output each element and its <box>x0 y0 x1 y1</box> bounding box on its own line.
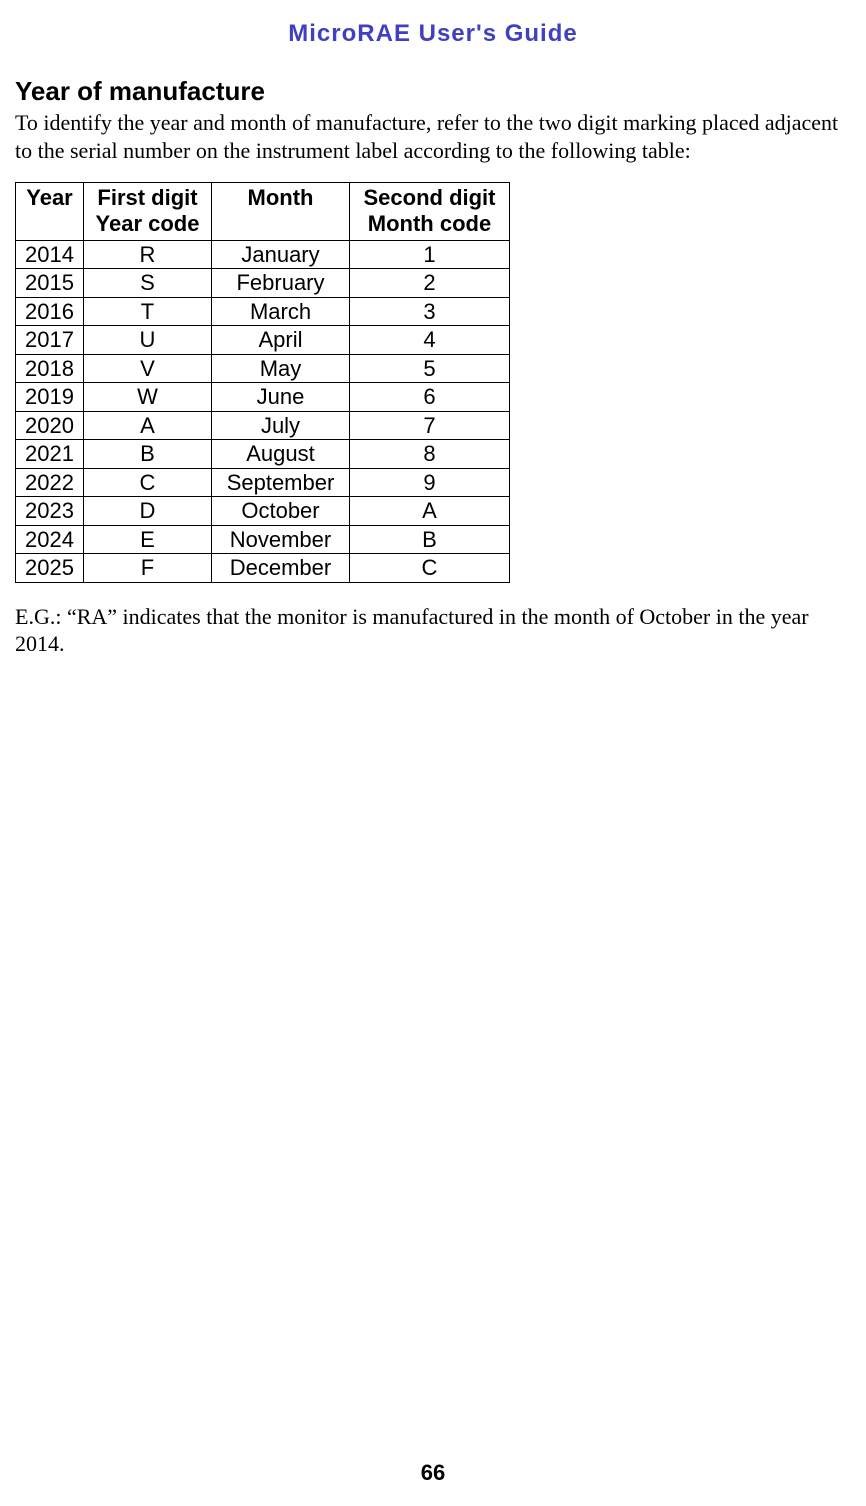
cell-month: April <box>212 326 350 355</box>
cell-month: February <box>212 269 350 298</box>
cell-mcode: 5 <box>350 354 510 383</box>
cell-mcode: C <box>350 554 510 583</box>
table-row: 2016TMarch3 <box>16 297 510 326</box>
cell-month: October <box>212 497 350 526</box>
cell-ycode: E <box>84 525 212 554</box>
cell-mcode: A <box>350 497 510 526</box>
cell-ycode: S <box>84 269 212 298</box>
cell-ycode: R <box>84 240 212 269</box>
cell-month: May <box>212 354 350 383</box>
header-month-code-l2: Month code <box>368 211 491 236</box>
cell-mcode: 4 <box>350 326 510 355</box>
section-heading: Year of manufacture <box>15 76 851 107</box>
table-row: 2018VMay5 <box>16 354 510 383</box>
intro-paragraph: To identify the year and month of manufa… <box>15 109 851 164</box>
cell-ycode: F <box>84 554 212 583</box>
document-title: MicroRAE User's Guide <box>15 20 851 48</box>
header-year-code-l2: Year code <box>96 211 200 236</box>
table-row: 2024ENovemberB <box>16 525 510 554</box>
cell-year: 2025 <box>16 554 84 583</box>
cell-month: November <box>212 525 350 554</box>
cell-month: December <box>212 554 350 583</box>
cell-mcode: 9 <box>350 468 510 497</box>
cell-ycode: A <box>84 411 212 440</box>
cell-year: 2024 <box>16 525 84 554</box>
cell-ycode: U <box>84 326 212 355</box>
cell-mcode: 2 <box>350 269 510 298</box>
cell-year: 2019 <box>16 383 84 412</box>
header-month: Month <box>212 183 350 241</box>
header-month-code-l1: Second digit <box>364 185 496 210</box>
cell-ycode: D <box>84 497 212 526</box>
cell-mcode: 8 <box>350 440 510 469</box>
cell-ycode: T <box>84 297 212 326</box>
cell-month: January <box>212 240 350 269</box>
cell-ycode: C <box>84 468 212 497</box>
cell-year: 2022 <box>16 468 84 497</box>
table-row: 2019WJune6 <box>16 383 510 412</box>
cell-year: 2014 <box>16 240 84 269</box>
cell-year: 2021 <box>16 440 84 469</box>
manufacture-code-table: Year First digit Year code Month Second … <box>15 182 510 583</box>
table-row: 2015SFebruary2 <box>16 269 510 298</box>
cell-month: June <box>212 383 350 412</box>
example-paragraph: E.G.: “RA” indicates that the monitor is… <box>15 603 851 658</box>
table-header-row: Year First digit Year code Month Second … <box>16 183 510 241</box>
cell-month: March <box>212 297 350 326</box>
table-row: 2023DOctoberA <box>16 497 510 526</box>
table-row: 2025FDecemberC <box>16 554 510 583</box>
page-number: 66 <box>0 1460 866 1486</box>
cell-ycode: B <box>84 440 212 469</box>
cell-ycode: V <box>84 354 212 383</box>
cell-year: 2018 <box>16 354 84 383</box>
cell-month: September <box>212 468 350 497</box>
cell-month: August <box>212 440 350 469</box>
table-row: 2017UApril4 <box>16 326 510 355</box>
cell-mcode: 3 <box>350 297 510 326</box>
table-row: 2014RJanuary1 <box>16 240 510 269</box>
cell-year: 2020 <box>16 411 84 440</box>
table-row: 2021BAugust8 <box>16 440 510 469</box>
cell-year: 2015 <box>16 269 84 298</box>
cell-month: July <box>212 411 350 440</box>
header-year-code-l1: First digit <box>97 185 197 210</box>
cell-ycode: W <box>84 383 212 412</box>
header-year: Year <box>16 183 84 241</box>
cell-year: 2016 <box>16 297 84 326</box>
cell-year: 2017 <box>16 326 84 355</box>
table-row: 2020AJuly7 <box>16 411 510 440</box>
cell-mcode: 1 <box>350 240 510 269</box>
cell-year: 2023 <box>16 497 84 526</box>
table-row: 2022CSeptember9 <box>16 468 510 497</box>
cell-mcode: B <box>350 525 510 554</box>
cell-mcode: 6 <box>350 383 510 412</box>
header-month-code: Second digit Month code <box>350 183 510 241</box>
header-year-code: First digit Year code <box>84 183 212 241</box>
cell-mcode: 7 <box>350 411 510 440</box>
